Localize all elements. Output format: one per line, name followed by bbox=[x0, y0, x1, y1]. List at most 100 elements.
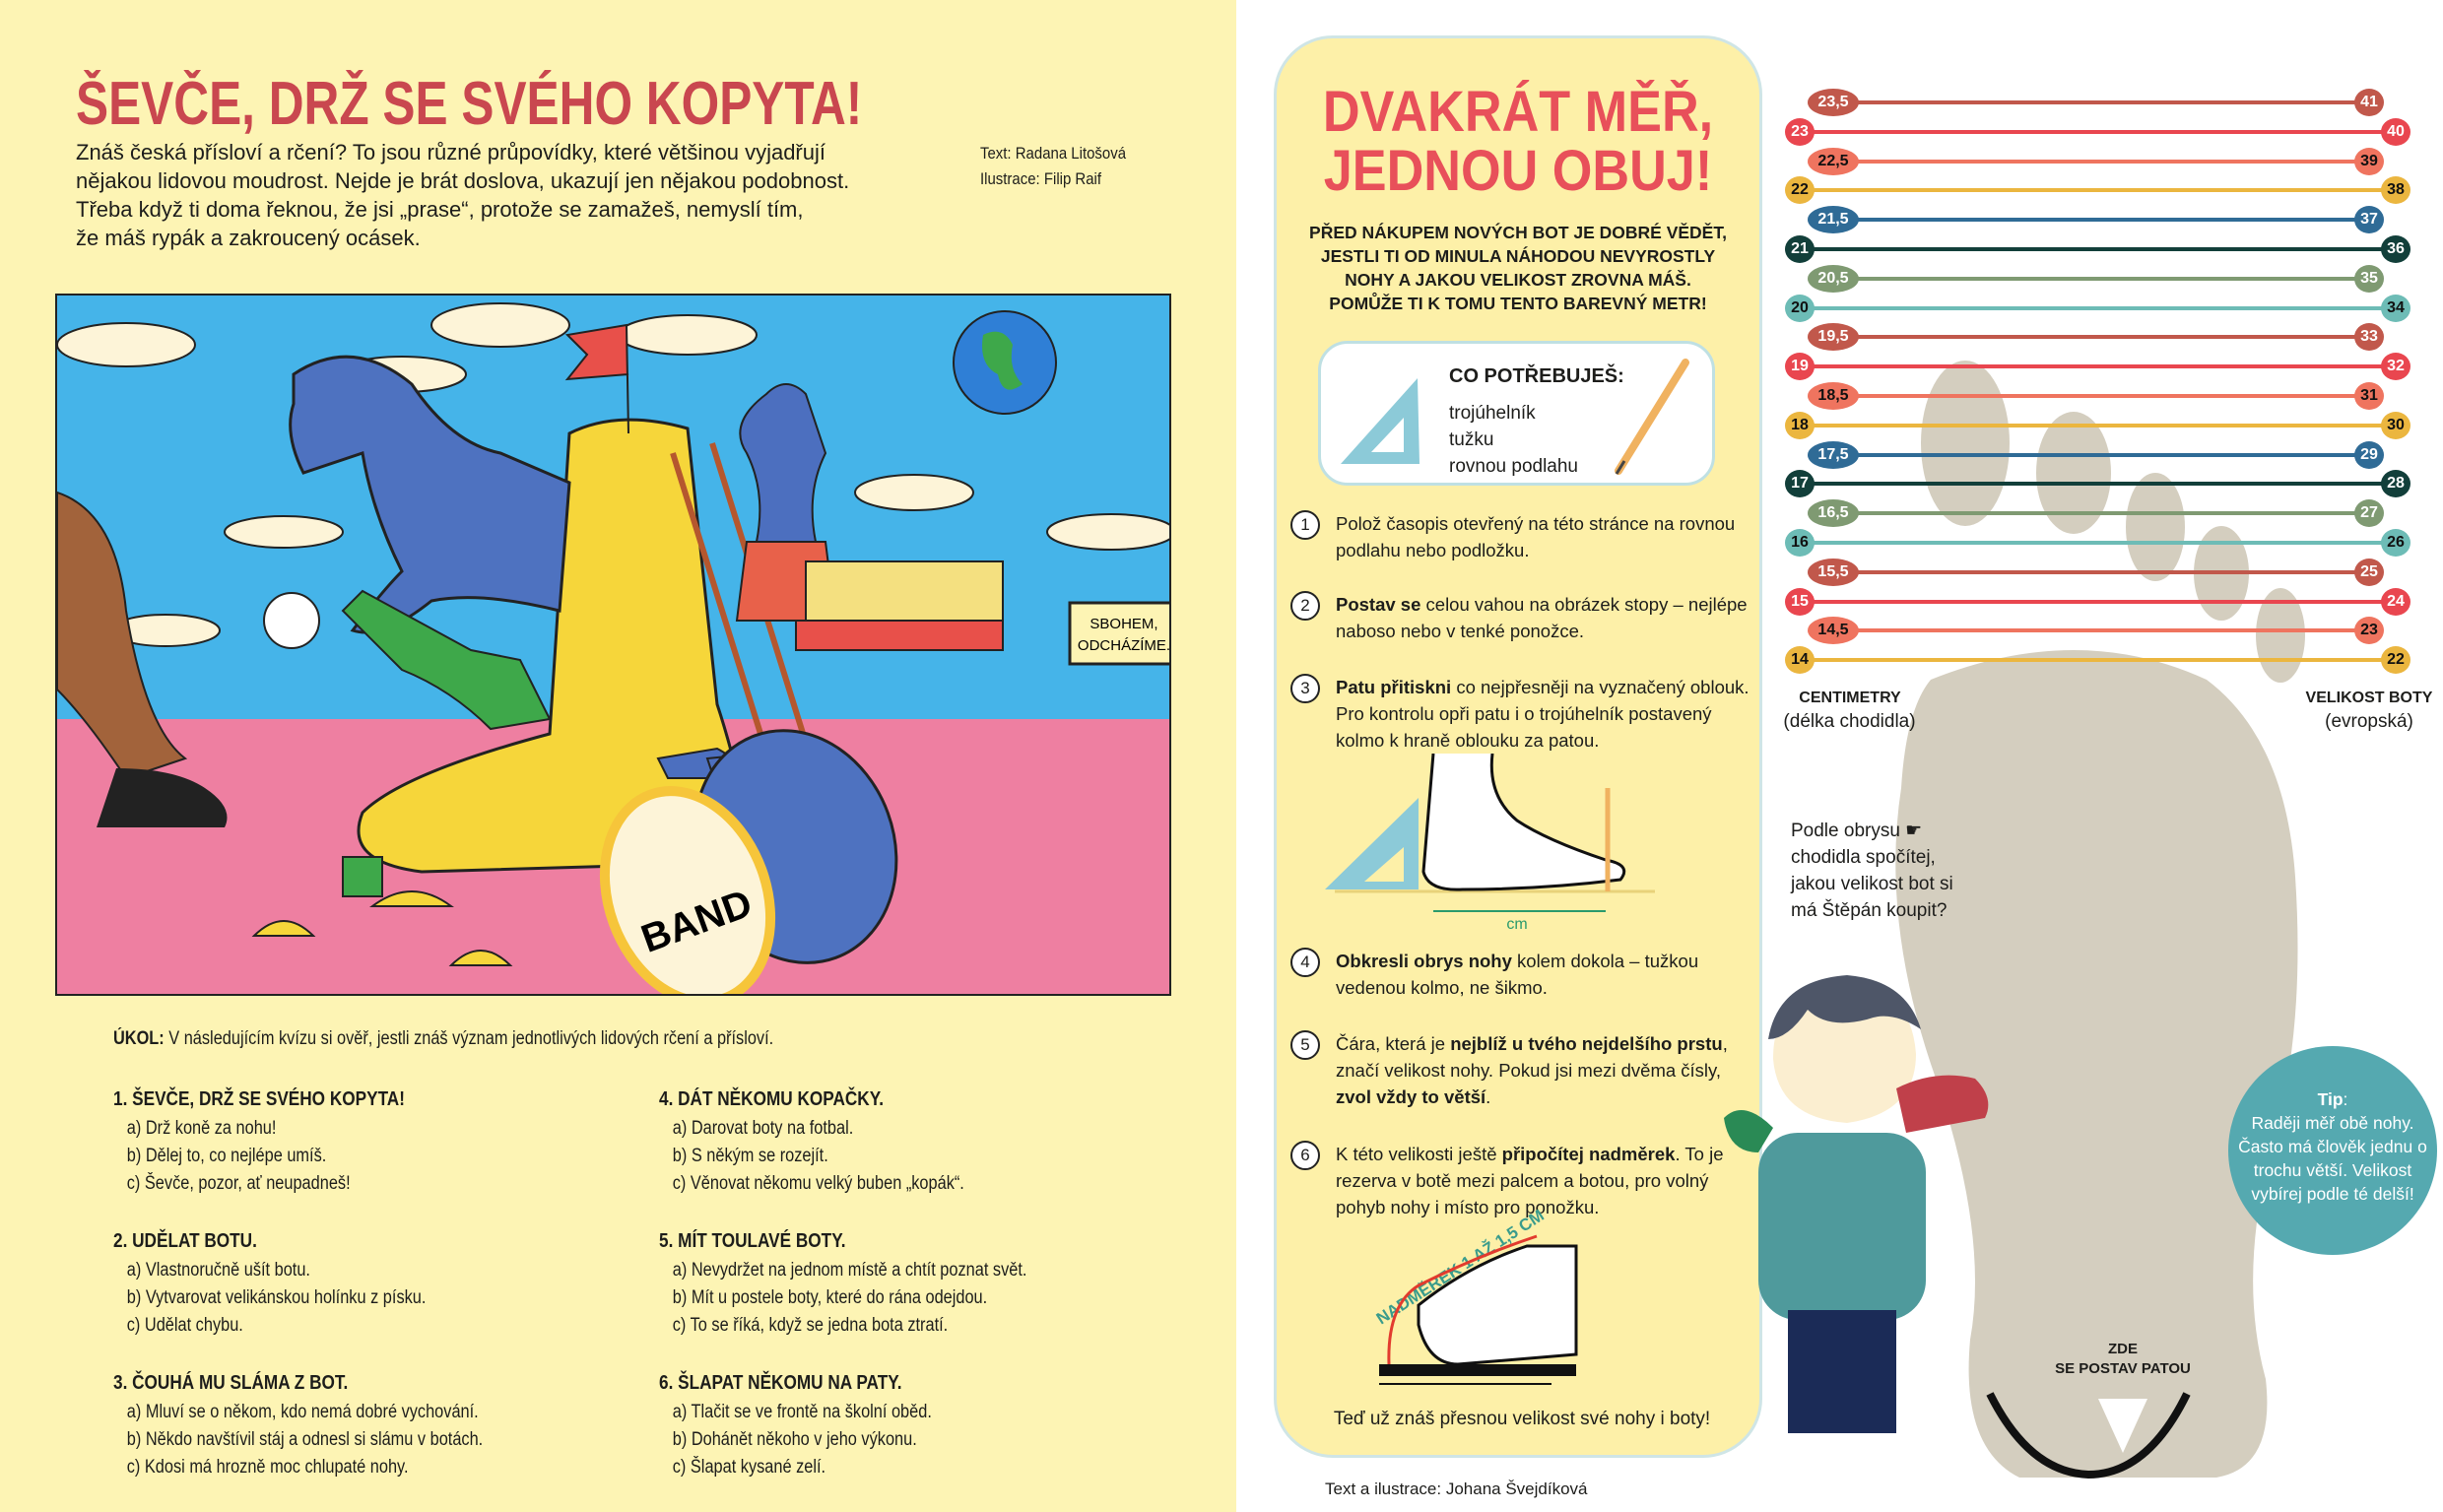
step-text: . To je rezerva v botě mezi palcem a bot… bbox=[1336, 1144, 1724, 1217]
step-text: , značí velikost nohy. Pokud jsi mezi dv… bbox=[1336, 1033, 1728, 1081]
answer-option[interactable]: c) Kdosi má hrozně moc chlupaté nohy. bbox=[126, 1457, 409, 1478]
eu-badge: 36 bbox=[2381, 235, 2410, 263]
eu-badge: 25 bbox=[2354, 558, 2384, 586]
answer-option[interactable]: b) S někým se rozejít. bbox=[672, 1146, 828, 1166]
eu-badge: 35 bbox=[2354, 264, 2384, 293]
step-2: 2 Postav se celou vahou na obrázek stopy … bbox=[1290, 591, 1753, 644]
answer-option[interactable]: b) Vytvarovat velikánskou holínku z písk… bbox=[126, 1287, 427, 1308]
answer-option[interactable]: a) Vlastnoručně ušít botu. bbox=[126, 1260, 310, 1281]
task-body: V následujícím kvízu si ověř, jestli zná… bbox=[164, 1028, 774, 1049]
answer-option[interactable]: c) Šlapat kysané zelí. bbox=[672, 1457, 826, 1478]
step-1: 1 Polož časopis otevřený na této stránce … bbox=[1290, 510, 1753, 563]
answer-option[interactable]: c) To se říká, když se jedna bota ztratí… bbox=[672, 1315, 949, 1336]
size-chart: 23,5 41 23 40 22,5 39 22 38 21,5 37 21 36 20,5 35 20 34… bbox=[1773, 79, 2443, 729]
eu-badge: 24 bbox=[2381, 587, 2410, 616]
intro-line: nějakou lidovou moudrost. Nejde je brát … bbox=[76, 168, 850, 193]
eu-badge: 22 bbox=[2381, 646, 2410, 675]
foot-measure-figure: cm bbox=[1325, 754, 1655, 931]
step-text: celou vahou na obrázek stopy – nejlépe n… bbox=[1336, 594, 1748, 641]
answer-option[interactable]: b) Dohánět někoho v jeho výkonu. bbox=[672, 1429, 917, 1450]
step-text: co nejpřesněji na vyznačený oblouk. Pro … bbox=[1336, 677, 1750, 751]
cm-badge: 23 bbox=[1785, 117, 1815, 146]
answer-option[interactable]: a) Drž koně za nohu! bbox=[126, 1118, 277, 1139]
cm-axis-label: CENTIMETRY bbox=[1799, 690, 1901, 706]
quiz-question: 2. UDĚLAT BOTU. a) Vlastnoručně ušít botu… bbox=[113, 1225, 665, 1340]
cm-badge: 15 bbox=[1785, 587, 1815, 616]
quiz-column-2: 4. DÁT NĚKOMU KOPAČKY. a) Darovat boty na… bbox=[659, 1084, 1211, 1509]
size-line bbox=[1842, 452, 2369, 457]
answer-option[interactable]: b) Mít u postele boty, které do rána ode… bbox=[672, 1287, 988, 1308]
step-3: 3 Patu přitiskni co nejpřesněji na vyznač… bbox=[1290, 674, 1753, 754]
answer-option[interactable]: b) Někdo navštívil stáj a odnesl si slám… bbox=[126, 1429, 484, 1450]
quiz-column-1: 1. ŠEVČE, DRŽ SE SVÉHO KOPYTA! a) Drž kon… bbox=[113, 1084, 665, 1509]
needs-item: rovnou podlahu bbox=[1449, 456, 1578, 477]
size-line bbox=[1842, 100, 2369, 104]
page-title: ŠEVČE, DRŽ SE SVÉHO KOPYTA! bbox=[76, 70, 863, 138]
heel-marker-icon bbox=[2098, 1399, 2147, 1453]
step-number: 3 bbox=[1290, 674, 1320, 703]
sole bbox=[1895, 650, 2298, 1478]
step-number: 2 bbox=[1290, 591, 1320, 621]
eu-badge: 37 bbox=[2354, 206, 2384, 234]
cm-badge: 19 bbox=[1785, 353, 1815, 381]
heel-arc bbox=[1986, 1392, 2191, 1479]
globe-icon bbox=[953, 310, 1057, 415]
speech-line: SBOHEM, bbox=[1089, 616, 1157, 632]
answer-option[interactable]: a) Darovat boty na fotbal. bbox=[672, 1118, 854, 1139]
cm-badge: 20,5 bbox=[1808, 264, 1859, 293]
step-text: Postav se bbox=[1336, 594, 1421, 615]
hairy-leg bbox=[57, 491, 188, 780]
step-number: 6 bbox=[1290, 1141, 1320, 1170]
size-line bbox=[1842, 159, 2369, 164]
speech-line: ODCHÁZÍME. bbox=[1078, 637, 1170, 654]
credit-right: Text a ilustrace: Johana Švejdíková bbox=[1325, 1479, 1588, 1498]
task-label: ÚKOL: bbox=[113, 1028, 165, 1049]
step-text: Obkresli obrys nohy bbox=[1336, 951, 1512, 971]
cm-badge: 23,5 bbox=[1808, 89, 1859, 116]
flag bbox=[564, 323, 629, 434]
answer-option[interactable]: b) Dělej to, co nejlépe umíš. bbox=[126, 1146, 327, 1166]
size-line bbox=[1803, 129, 2404, 134]
step-text: zvol vždy to větší bbox=[1336, 1086, 1486, 1107]
answer-option[interactable]: a) Nevydržet na jednom místě a chtít poz… bbox=[672, 1260, 1027, 1281]
answer-option[interactable]: a) Tlačit se ve frontě na školní oběd. bbox=[672, 1402, 932, 1422]
needs-item: trojúhelník bbox=[1449, 403, 1536, 424]
step-text: Polož časopis otevřený na této stránce n… bbox=[1336, 513, 1736, 560]
cm-badge: 21 bbox=[1785, 235, 1815, 263]
speech-bubble: SBOHEM, ODCHÁZÍME. bbox=[1068, 601, 1170, 666]
eu-badge: 28 bbox=[2381, 470, 2410, 498]
eu-badge: 26 bbox=[2381, 529, 2410, 557]
eu-badge: 38 bbox=[2381, 176, 2410, 205]
step-4: 4 Obkresli obrys nohy kolem dokola – tužk… bbox=[1290, 948, 1753, 1001]
step-text: připočítej nadměrek bbox=[1501, 1144, 1676, 1164]
panel-title: DVAKRÁT MĚŘ, JEDNOU OBUJ! bbox=[1322, 80, 1714, 203]
cm-axis-sublabel: (délka chodidla) bbox=[1783, 711, 1916, 732]
pencil-icon bbox=[1615, 359, 1689, 475]
cm-label: cm bbox=[1506, 916, 1527, 931]
size-line bbox=[1803, 482, 2404, 487]
step-text: nejblíž u tvého nejdelšího prstu bbox=[1450, 1033, 1723, 1054]
size-line bbox=[1803, 423, 2404, 427]
sand-piles bbox=[251, 890, 513, 966]
answer-option[interactable]: a) Mluví se o někom, kdo nemá dobré vych… bbox=[126, 1402, 479, 1422]
footballer bbox=[341, 589, 552, 731]
football-icon bbox=[263, 592, 320, 649]
answer-option[interactable]: c) Ševče, pozor, ať neupadneš! bbox=[126, 1173, 351, 1194]
cm-badge: 20 bbox=[1785, 294, 1815, 322]
cm-badge: 18 bbox=[1785, 411, 1815, 439]
needs-heading: CO POTŘEBUJEŠ: bbox=[1449, 365, 1624, 387]
step-text: . bbox=[1486, 1086, 1491, 1107]
heel-label: ZDE SE POSTAV PATOU bbox=[2055, 1341, 2191, 1377]
quiz-question: 3. ČOUHÁ MU SLÁMA Z BOT. a) Mluví se o ně… bbox=[113, 1367, 665, 1481]
answer-option[interactable]: c) Udělat chybu. bbox=[126, 1315, 243, 1336]
size-line bbox=[1842, 628, 2369, 633]
boy-question: Podle obrysu ☛ chodidla spočítej, jakou … bbox=[1791, 821, 1953, 921]
eu-badge: 33 bbox=[2354, 323, 2384, 352]
eu-axis-label: VELIKOST BOTY bbox=[2305, 690, 2433, 706]
toe-2 bbox=[2036, 412, 2111, 534]
size-line bbox=[1803, 658, 2404, 663]
size-line bbox=[1803, 541, 2404, 545]
panel-subtitle: PŘED NÁKUPEM NOVÝCH BOT JE DOBRÉ VĚDĚT, J… bbox=[1309, 223, 1727, 313]
answer-option[interactable]: c) Věnovat někomu velký buben „kopák“. bbox=[672, 1173, 964, 1194]
size-line bbox=[1803, 247, 2404, 251]
